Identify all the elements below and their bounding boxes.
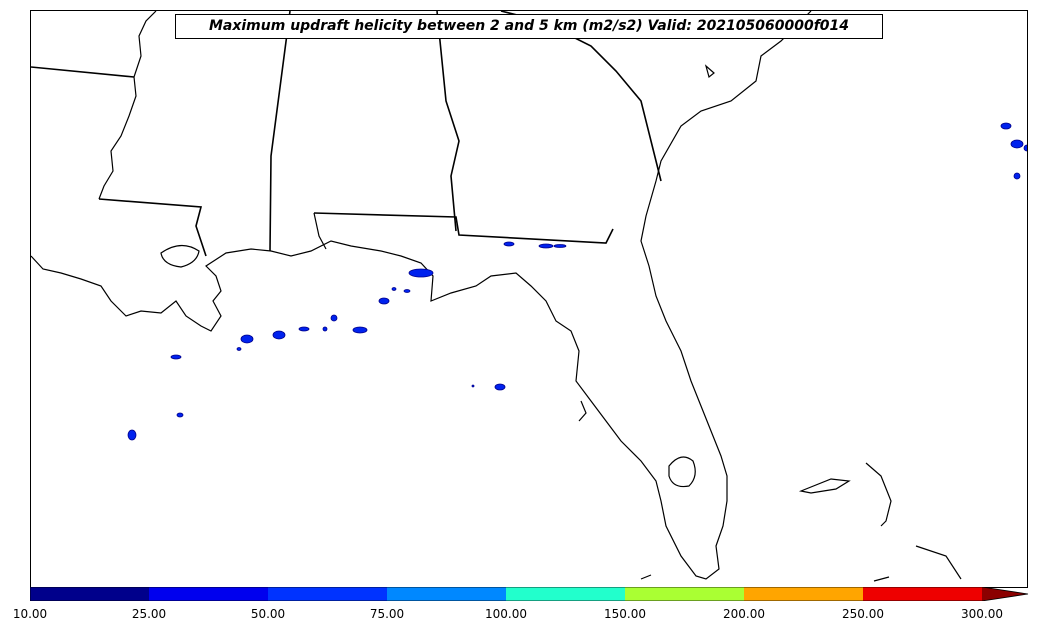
helicity-cell [1010,139,1024,149]
colorbar-extend-arrow [982,587,1028,601]
helicity-cell [503,241,515,247]
helicity-cell [403,289,411,293]
border-la-ms [98,198,207,257]
colorbar-tick-label: 200.00 [723,607,765,621]
helicity-cell [236,347,242,351]
helicity-cells [127,122,1027,441]
colorbar-tick-label: 75.00 [369,607,405,621]
colorbar-segment [30,587,149,601]
border-al-fl [313,212,614,244]
colorbar-tick-label: 25.00 [131,607,167,621]
helicity-cell [494,383,506,391]
colorbar-segment [625,587,744,601]
border-al-ga [436,11,460,232]
map-panel [30,10,1028,588]
colorbar-tick-label: 250.00 [842,607,884,621]
gulf-coast-north [31,11,812,580]
colorbar-segment [744,587,863,601]
helicity-cell [1023,144,1027,152]
bahamas-eleuthera [915,545,962,580]
helicity-cell [127,429,137,441]
bahamas-exuma [873,576,890,582]
tampa-bay [578,400,587,422]
chesapeake-lake [704,64,715,79]
mississippi-river [98,11,157,200]
helicity-cell [272,330,286,340]
bahamas-andros [798,478,851,494]
helicity-cell [322,326,328,332]
helicity-cell [1000,122,1012,130]
lake-pontchartrain [160,244,200,268]
map-title: Maximum updraft helicity between 2 and 5… [175,14,883,39]
helicity-cell [176,412,184,418]
helicity-cell [471,384,475,388]
helicity-cell [298,326,310,332]
helicity-cell [240,334,254,344]
colorbar-segment [387,587,506,601]
lake-okeechobee [668,456,696,488]
coastlines [31,11,962,582]
helicity-cell [378,297,390,305]
border-ms-al [269,11,291,252]
colorbar-tick-label: 100.00 [485,607,527,621]
helicity-cell [408,268,434,278]
colorbar-segment [149,587,268,601]
helicity-cell [538,243,554,249]
colorbar-segment [863,587,982,601]
helicity-cell [170,354,182,360]
colorbar-tick-label: 10.00 [12,607,48,621]
colorbar-tick-label: 150.00 [604,607,646,621]
colorbar-segment [506,587,625,601]
colorbar [30,587,1029,601]
mobile-bay [313,212,327,250]
colorbar-outline [30,587,1029,601]
helicity-cell [352,326,368,334]
border-ar-la [31,66,135,78]
keys [640,574,652,580]
colorbar-tick-label: 50.00 [250,607,286,621]
colorbar-segment [268,587,387,601]
helicity-cell [553,244,567,248]
helicity-cell [330,314,338,322]
map-svg [31,11,1027,582]
bahamas-abaco [865,462,892,527]
state-borders [31,11,662,257]
helicity-cell [391,287,397,291]
helicity-cell [1013,172,1021,180]
colorbar-tick-label: 300.00 [961,607,1003,621]
